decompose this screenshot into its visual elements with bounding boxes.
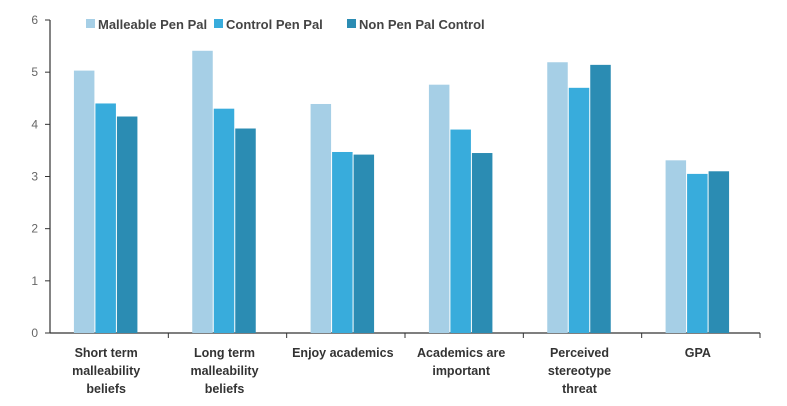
bar-control-pen-pal xyxy=(213,108,235,333)
bar-control-pen-pal xyxy=(95,103,116,333)
category-label: threat xyxy=(562,382,598,396)
y-tick-label: 6 xyxy=(31,13,38,27)
bar-non-pen-pal-control xyxy=(590,64,611,333)
legend-label: Non Pen Pal Control xyxy=(359,17,485,32)
category-label: malleability xyxy=(72,364,140,378)
bar-malleable-pen-pal xyxy=(428,84,450,333)
bar-control-pen-pal xyxy=(450,129,471,333)
category-label: Academics are xyxy=(417,346,505,360)
category-label: beliefs xyxy=(86,382,126,396)
category-label: important xyxy=(432,364,490,378)
category-label: Enjoy academics xyxy=(292,346,393,360)
category-label: malleability xyxy=(190,364,258,378)
y-tick-label: 5 xyxy=(31,65,38,79)
bar-control-pen-pal xyxy=(687,173,708,333)
legend-swatch xyxy=(214,19,223,28)
bar-non-pen-pal-control xyxy=(116,116,138,333)
category-label: stereotype xyxy=(548,364,611,378)
category-label: Short term xyxy=(75,346,138,360)
bar-non-pen-pal-control xyxy=(708,171,730,333)
category-label: Long term xyxy=(194,346,255,360)
legend-swatch xyxy=(86,19,95,28)
bar-non-pen-pal-control xyxy=(235,128,256,333)
bar-control-pen-pal xyxy=(568,87,590,333)
y-tick-label: 4 xyxy=(31,117,38,131)
y-tick-label: 1 xyxy=(31,274,38,288)
category-label: Perceived xyxy=(550,346,609,360)
bar-non-pen-pal-control xyxy=(471,153,493,333)
bar-malleable-pen-pal xyxy=(192,50,213,334)
bar-malleable-pen-pal xyxy=(665,160,687,333)
bar-malleable-pen-pal xyxy=(73,70,95,333)
y-tick-label: 3 xyxy=(31,170,38,184)
category-label: beliefs xyxy=(205,382,245,396)
bar-control-pen-pal xyxy=(332,151,353,333)
bar-non-pen-pal-control xyxy=(353,154,375,333)
y-tick-label: 2 xyxy=(31,222,38,236)
bar-malleable-pen-pal xyxy=(310,103,332,333)
bar-malleable-pen-pal xyxy=(547,62,568,333)
y-tick-label: 0 xyxy=(31,326,38,340)
category-label: GPA xyxy=(685,346,711,360)
legend-label: Malleable Pen Pal xyxy=(98,17,207,32)
legend-label: Control Pen Pal xyxy=(226,17,323,32)
legend-swatch xyxy=(347,19,356,28)
